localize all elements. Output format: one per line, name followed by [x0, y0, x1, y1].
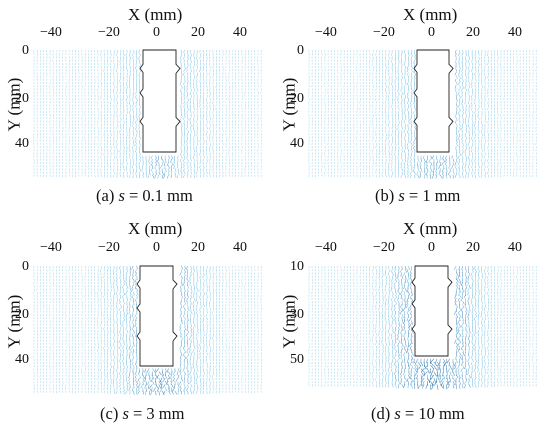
vector-field [33, 265, 262, 396]
x-tick-label: 0 [428, 240, 435, 255]
caption-a: (a) s = 0.1 mm [96, 186, 193, 205]
x-tick-label: −40 [40, 25, 62, 40]
x-tick-label: 20 [191, 240, 205, 255]
caption-variable: s [118, 186, 125, 205]
caption-variable: s [122, 404, 129, 423]
caption-variable: s [394, 404, 401, 423]
vector-arrows [33, 265, 262, 396]
caption-prefix: (c) [100, 404, 123, 423]
x-tick-label: 20 [466, 240, 480, 255]
caption-d: (d) s = 10 mm [371, 404, 465, 423]
caption-c: (c) s = 3 mm [100, 404, 185, 423]
vector-arrows [33, 49, 262, 179]
cutout-outline [136, 265, 178, 367]
x-tick-label: −20 [373, 240, 395, 255]
caption-prefix: (b) [375, 186, 399, 205]
vector-field [33, 49, 262, 179]
caption-value: = 1 mm [404, 186, 461, 205]
y-tick-label: 30 [290, 307, 304, 322]
x-axis-title: X (mm) [128, 219, 183, 238]
x-tick-label: 20 [466, 25, 480, 40]
panel-a: X (mm) −40 −20 0 20 40 Y (mm) 0 20 40 (a… [0, 0, 275, 215]
y-tick-label: 40 [290, 136, 304, 151]
y-tick-label: 20 [290, 91, 304, 106]
x-tick-label: 0 [153, 25, 160, 40]
vector-arrows [308, 49, 537, 179]
cutout-outline [413, 49, 454, 153]
vector-field [308, 49, 537, 179]
y-tick-label: 40 [15, 352, 29, 367]
y-tick-label: 0 [297, 43, 304, 58]
caption-value: = 0.1 mm [124, 186, 193, 205]
caption-prefix: (a) [96, 186, 119, 205]
panel-d: X (mm) −40 −20 0 20 40 Y (mm) 10 30 50 (… [275, 216, 550, 431]
x-tick-label: −20 [98, 240, 120, 255]
x-tick-label: 20 [191, 25, 205, 40]
y-tick-label: 0 [22, 259, 29, 274]
x-tick-label: 40 [508, 240, 522, 255]
x-tick-label: 40 [233, 240, 247, 255]
y-tick-label: 10 [290, 259, 304, 274]
vector-field [308, 265, 537, 390]
x-tick-label: 40 [233, 25, 247, 40]
cutout-outline [411, 265, 453, 357]
vector-arrows [308, 265, 537, 390]
x-tick-label: 0 [428, 25, 435, 40]
y-tick-label: 20 [15, 307, 29, 322]
x-axis-title: X (mm) [403, 219, 458, 238]
y-tick-label: 20 [15, 91, 29, 106]
x-tick-label: −20 [373, 25, 395, 40]
caption-value: = 10 mm [400, 404, 465, 423]
panel-c: X (mm) −40 −20 0 20 40 Y (mm) 0 20 40 (c… [0, 216, 275, 431]
x-tick-label: −20 [98, 25, 120, 40]
x-tick-label: −40 [315, 240, 337, 255]
x-tick-label: 40 [508, 25, 522, 40]
caption-value: = 3 mm [128, 404, 185, 423]
cutout-outline [139, 49, 181, 153]
caption-b: (b) s = 1 mm [375, 186, 461, 205]
panel-b: X (mm) −40 −20 0 20 40 Y (mm) 0 20 40 (b… [275, 0, 550, 215]
y-tick-label: 0 [22, 43, 29, 58]
caption-variable: s [398, 186, 405, 205]
y-tick-label: 50 [290, 352, 304, 367]
x-tick-label: −40 [40, 240, 62, 255]
x-tick-label: −40 [315, 25, 337, 40]
x-axis-title: X (mm) [128, 5, 183, 24]
x-axis-title: X (mm) [403, 5, 458, 24]
x-tick-label: 0 [153, 240, 160, 255]
caption-prefix: (d) [371, 404, 395, 423]
y-tick-label: 40 [15, 136, 29, 151]
